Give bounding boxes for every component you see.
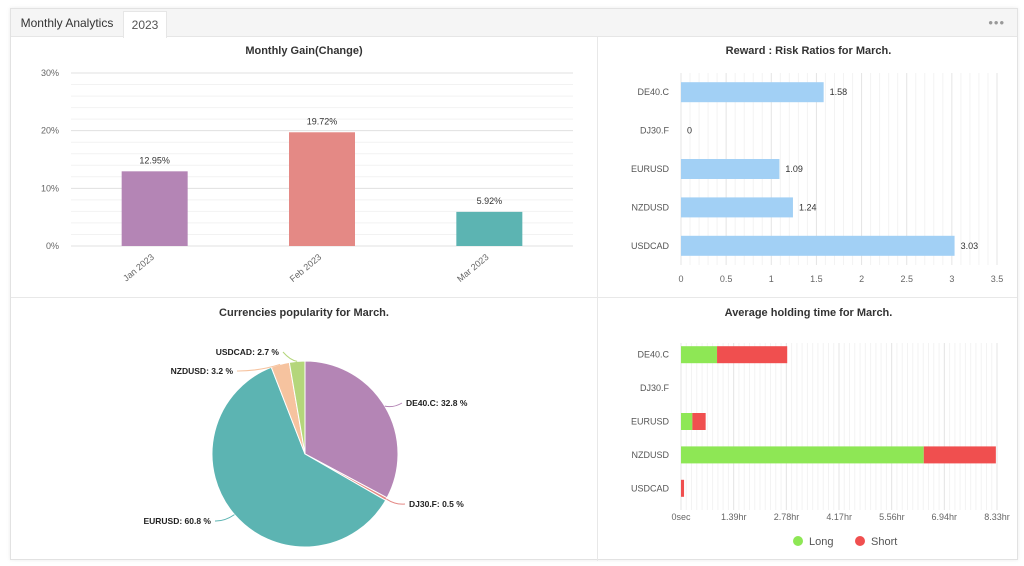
y-tick-label: DE40.C	[637, 350, 669, 360]
x-tick-label: Mar 2023	[455, 252, 491, 284]
x-tick-label: 2.78hr	[774, 512, 800, 522]
monthly-gain-svg: 0% 10% 20% 30% 12.95% Jan 2023 19.72% Feb 2023 5…	[41, 68, 573, 284]
x-tick-label: 3.5	[991, 274, 1004, 284]
x-tick-label: 0.5	[720, 274, 733, 284]
pie-connector	[386, 498, 406, 505]
bar-eurusd-short	[692, 413, 706, 430]
bar-nzdusd-short	[923, 446, 996, 464]
y-tick-label: 10%	[41, 183, 59, 193]
y-tick-label: DJ30.F	[640, 126, 670, 136]
bar-eurusd-long	[681, 413, 693, 430]
x-tick-label: 2.5	[900, 274, 913, 284]
bar-value-label: 1.24	[799, 202, 817, 212]
x-tick-label: Jan 2023	[121, 252, 156, 283]
bar-de40-c-short	[717, 346, 788, 364]
monthly-gain-chart: Monthly Gain(Change) 0% 10% 20% 30% 12.95% Ja…	[11, 37, 597, 297]
bar-value-label: 1.09	[785, 164, 803, 174]
tab-year[interactable]: 2023	[123, 11, 167, 38]
reward-risk-svg: 0 0.5 1 1.5 2 2.5 3 3.5 DE40.C 1.58 DJ30.F 0 EURUSD 1…	[631, 73, 1004, 284]
bar-feb-2023	[289, 132, 355, 246]
more-dots-icon[interactable]: •••	[988, 15, 1005, 30]
y-tick-label: USDCAD	[631, 483, 670, 493]
y-tick-label: DJ30.F	[640, 383, 670, 393]
y-tick-label: USDCAD	[631, 241, 670, 251]
y-tick-label: DE40.C	[637, 87, 669, 97]
analytics-panel: Monthly Analytics 2023 ••• Monthly Gain(…	[10, 8, 1019, 561]
bar-value-label: 5.92%	[477, 196, 503, 206]
legend-label-short: Short	[871, 536, 897, 548]
panel-title: Monthly Analytics	[20, 16, 114, 30]
panel-header: Monthly Analytics 2023 •••	[11, 9, 1017, 38]
pie-label: NZDUSD: 3.2 %	[171, 366, 234, 376]
y-tick-label: NZDUSD	[632, 202, 670, 212]
x-tick-label: 0	[678, 274, 683, 284]
bar-value-label: 3.03	[961, 241, 979, 251]
bar-de40-c	[681, 82, 824, 103]
bar-usdcad	[681, 235, 955, 256]
pie-slice-eurusd	[211, 366, 387, 548]
bar-de40-c-long	[681, 346, 718, 364]
y-tick-label: 0%	[46, 241, 59, 251]
x-tick-label: 2	[859, 274, 864, 284]
holding-time-title: Average holding time for March.	[724, 307, 893, 319]
currency-popularity-title: Currencies popularity for March.	[219, 307, 389, 319]
x-tick-label: 8.33hr	[984, 512, 1010, 522]
legend-label-long: Long	[809, 536, 833, 548]
x-tick-label: 3	[949, 274, 954, 284]
pie-slice-de40-c	[304, 360, 399, 499]
bar-jan-2023	[121, 171, 188, 246]
y-tick-label: NZDUSD	[632, 450, 670, 460]
x-tick-label: 0sec	[671, 512, 691, 522]
pie-connector	[214, 514, 235, 522]
x-tick-label: 6.94hr	[932, 512, 958, 522]
pie-label: USDCAD: 2.7 %	[216, 347, 280, 357]
legend-marker-short	[855, 536, 865, 546]
currency-popularity-svg: DE40.C: 32.8 % DJ30.F: 0.5 % EURUSD: 60.8 …	[143, 347, 468, 548]
legend-marker-long	[793, 536, 803, 546]
bar-usdcad-short	[681, 479, 685, 497]
bar-nzdusd-long	[681, 446, 924, 464]
x-tick-label: Feb 2023	[288, 252, 324, 284]
pie-connector	[236, 363, 281, 372]
currency-popularity-chart: Currencies popularity for March. DE40.C:…	[11, 298, 597, 561]
pie-connector	[282, 351, 298, 362]
holding-time-chart: Average holding time for March. 0sec 1.39…	[598, 298, 1019, 561]
holding-time-svg: 0sec 1.39hr 2.78hr 4.17hr 5.56hr 6.94hr 8.33hr…	[631, 343, 1010, 548]
pie-connector	[384, 402, 403, 408]
pie-label: DJ30.F: 0.5 %	[409, 499, 464, 509]
bar-value-label: 12.95%	[139, 155, 170, 165]
x-tick-label: 5.56hr	[879, 512, 905, 522]
x-tick-label: 1.39hr	[721, 512, 747, 522]
y-tick-label: EURUSD	[631, 417, 670, 427]
divider-horizontal	[11, 297, 1017, 298]
x-tick-label: 1.5	[810, 274, 823, 284]
reward-risk-chart: Reward : Risk Ratios for March. 0 0.5 1 1.5…	[598, 37, 1019, 297]
bar-eurusd	[681, 159, 780, 179]
monthly-gain-title: Monthly Gain(Change)	[245, 45, 363, 57]
x-tick-label: 1	[769, 274, 774, 284]
pie-label: DE40.C: 32.8 %	[406, 398, 468, 408]
bar-value-label: 19.72%	[307, 116, 338, 126]
bar-value-label: 1.58	[830, 87, 848, 97]
bar-mar-2023	[456, 211, 523, 246]
y-tick-label: EURUSD	[631, 164, 670, 174]
bar-value-label: 0	[687, 126, 692, 136]
y-tick-label: 20%	[41, 126, 59, 136]
divider-vertical	[597, 37, 598, 561]
x-tick-label: 4.17hr	[826, 512, 852, 522]
reward-risk-title: Reward : Risk Ratios for March.	[725, 45, 892, 57]
bar-nzdusd	[681, 197, 793, 218]
y-tick-label: 30%	[41, 68, 59, 78]
pie-label: EURUSD: 60.8 %	[143, 516, 211, 526]
